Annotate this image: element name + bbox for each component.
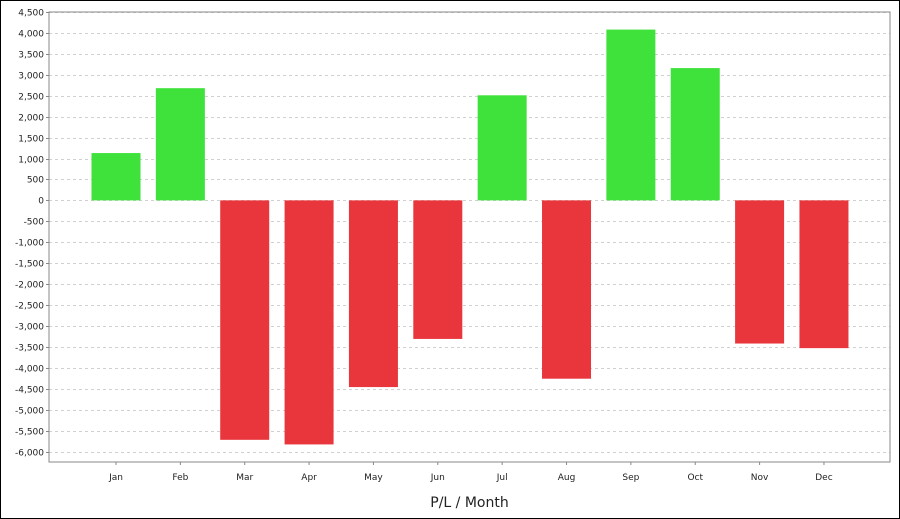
y-tick-label: -3,000 — [15, 323, 44, 333]
x-axis-label: P/L / Month — [430, 495, 508, 511]
y-tick-label: 0 — [38, 197, 44, 207]
x-tick-label: Oct — [687, 473, 703, 483]
y-tick-label: -1,500 — [15, 260, 44, 270]
bar-dec — [799, 200, 849, 349]
y-tick-label: 500 — [27, 176, 44, 186]
y-tick-label: -5,500 — [15, 428, 44, 438]
y-tick-label: -3,500 — [15, 344, 44, 354]
bar-sep — [606, 29, 656, 201]
y-tick-label: -4,000 — [15, 365, 44, 375]
bar-jul — [477, 95, 527, 201]
bar-jan — [91, 153, 141, 201]
bar-jun — [413, 200, 463, 339]
bars — [91, 29, 849, 445]
y-tick-label: 3,500 — [18, 51, 44, 61]
x-axis-ticks: Jan Feb Mar Apr May Jun Jul Aug Sep Oct Nov Dec — [108, 462, 833, 483]
x-tick-label: Sep — [622, 473, 639, 483]
y-tick-label: 1,500 — [18, 135, 44, 145]
x-tick-label: Nov — [751, 473, 769, 483]
y-tick-label: -6,000 — [15, 449, 44, 459]
x-tick-label: Feb — [172, 473, 188, 483]
y-tick-label: -5,000 — [15, 407, 44, 417]
y-axis-ticks: 4,500 4,000 3,500 3,000 2,500 2,000 1,500 1,000… — [15, 9, 49, 459]
x-tick-label: Aug — [558, 473, 576, 483]
y-tick-label: 2,000 — [18, 114, 44, 124]
plot-area — [48, 11, 891, 463]
bar-nov — [735, 200, 785, 344]
x-tick-label: Mar — [236, 473, 253, 483]
y-tick-label: -2,500 — [15, 302, 44, 312]
bar-may — [348, 200, 398, 388]
x-tick-label: Jan — [108, 473, 123, 483]
y-tick-label: 1,000 — [18, 156, 44, 166]
y-tick-label: -500 — [24, 218, 45, 228]
bar-oct — [670, 68, 720, 201]
bar-apr — [284, 200, 334, 445]
y-tick-label: -4,500 — [15, 386, 44, 396]
x-tick-label: Jun — [430, 473, 445, 483]
y-tick-label: 3,000 — [18, 72, 44, 82]
x-tick-label: Jul — [496, 473, 508, 483]
y-tick-label: 2,500 — [18, 93, 44, 103]
y-tick-label: 4,500 — [18, 9, 44, 19]
y-tick-label: 4,000 — [18, 30, 44, 40]
x-tick-label: Dec — [815, 473, 832, 483]
bar-feb — [155, 88, 205, 201]
bar-mar — [220, 200, 270, 440]
y-tick-label: -1,000 — [15, 239, 44, 249]
x-tick-label: May — [364, 473, 383, 483]
bar-aug — [542, 200, 592, 379]
x-tick-label: Apr — [301, 473, 317, 483]
y-tick-label: -2,000 — [15, 281, 44, 291]
